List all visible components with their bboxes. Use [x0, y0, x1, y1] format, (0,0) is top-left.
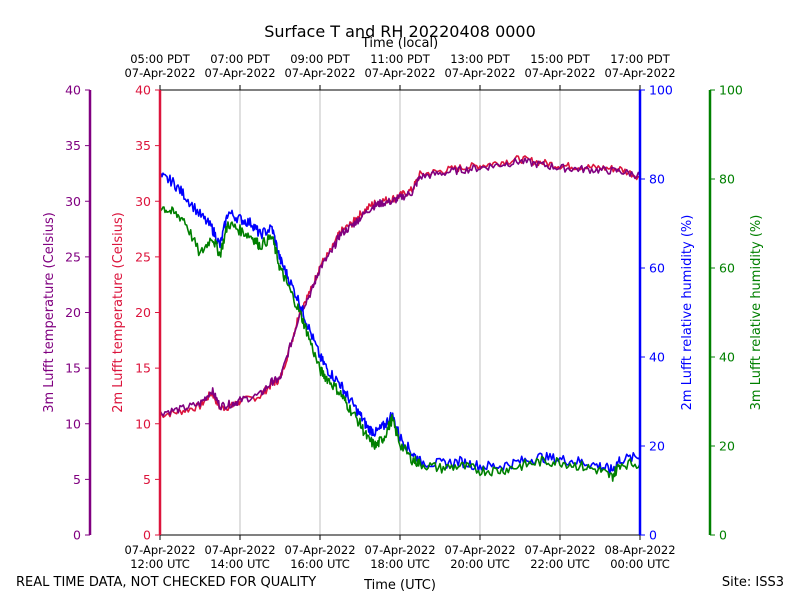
top-tick-label-date: 07-Apr-2022: [444, 66, 515, 80]
y-tick-label: 20: [649, 439, 665, 454]
top-tick-label-date: 07-Apr-2022: [524, 66, 595, 80]
y-axis-label-rh2m: 2m Lufft relative humidity (%): [680, 215, 695, 411]
y-tick-label: 80: [719, 172, 735, 187]
x-tick-label-date: 07-Apr-2022: [124, 543, 195, 557]
y-tick-label: 0: [719, 528, 727, 543]
top-tick-label-time: 07:00 PDT: [210, 52, 271, 66]
y-tick-label: 25: [65, 249, 81, 264]
top-tick-label-time: 11:00 PDT: [370, 52, 431, 66]
x-tick-label-date: 07-Apr-2022: [284, 543, 355, 557]
x-tick-label-time: 16:00 UTC: [290, 557, 350, 571]
y-tick-label: 40: [649, 350, 665, 365]
x-tick-label-date: 07-Apr-2022: [444, 543, 515, 557]
y-tick-label: 60: [649, 261, 665, 276]
y-tick-label: 0: [73, 528, 81, 543]
top-axis-label: Time (local): [361, 36, 438, 51]
top-tick-label-time: 17:00 PDT: [610, 52, 671, 66]
gridlines: [239, 90, 561, 535]
y-tick-label: 40: [719, 350, 735, 365]
y-tick-label: 20: [135, 305, 151, 320]
y-tick-label: 100: [649, 83, 673, 98]
y-axis-label-t3m: 3m Lufft temperature (Celsius): [42, 212, 57, 413]
top-tick-label-time: 09:00 PDT: [290, 52, 351, 66]
y-tick-label: 10: [135, 416, 151, 431]
top-tick-label-date: 07-Apr-2022: [284, 66, 355, 80]
top-tick-label-date: 07-Apr-2022: [604, 66, 675, 80]
quality-note: REAL TIME DATA, NOT CHECKED FOR QUALITY: [16, 575, 317, 590]
y-tick-label: 60: [719, 261, 735, 276]
series-line-t3m: [159, 157, 641, 417]
y-tick-label: 40: [65, 83, 81, 98]
y-tick-label: 5: [143, 472, 151, 487]
y-tick-label: 25: [135, 249, 151, 264]
x-tick-label-time: 14:00 UTC: [210, 557, 270, 571]
x-tick-label-date: 07-Apr-2022: [364, 543, 435, 557]
y-axis-label-rh3m: 3m Lufft relative humidity (%): [749, 215, 764, 411]
x-tick-label-time: 12:00 UTC: [130, 557, 190, 571]
y-tick-label: 5: [73, 472, 81, 487]
y-tick-label: 10: [65, 416, 81, 431]
x-tick-label-time: 18:00 UTC: [370, 557, 430, 571]
top-tick-label-date: 07-Apr-2022: [124, 66, 195, 80]
x-tick-label-date: 07-Apr-2022: [204, 543, 275, 557]
y-tick-label: 15: [65, 361, 81, 376]
site-label: Site: ISS3: [721, 575, 784, 590]
x-tick-label-date: 07-Apr-2022: [524, 543, 595, 557]
x-tick-label-time: 20:00 UTC: [450, 557, 510, 571]
y-tick-label: 35: [65, 138, 81, 153]
y-tick-label: 0: [649, 528, 657, 543]
top-tick-label-time: 13:00 PDT: [450, 52, 511, 66]
top-tick-label-date: 07-Apr-2022: [364, 66, 435, 80]
y-tick-label: 20: [719, 439, 735, 454]
y-tick-label: 0: [143, 528, 151, 543]
series-line-rh3m: [159, 206, 641, 482]
top-tick-label-time: 15:00 PDT: [530, 52, 591, 66]
x-tick-label-time: 00:00 UTC: [610, 557, 670, 571]
y-tick-label: 40: [135, 83, 151, 98]
y-tick-label: 30: [65, 194, 81, 209]
top-tick-label-date: 07-Apr-2022: [204, 66, 275, 80]
series-lines: [159, 155, 641, 482]
y-tick-label: 35: [135, 138, 151, 153]
top-tick-label-time: 05:00 PDT: [130, 52, 191, 66]
y-tick-label: 100: [719, 83, 743, 98]
x-tick-label-time: 22:00 UTC: [530, 557, 590, 571]
x-tick-label-date: 08-Apr-2022: [604, 543, 675, 557]
y-tick-label: 80: [649, 172, 665, 187]
y-tick-label: 15: [135, 361, 151, 376]
y-tick-label: 20: [65, 305, 81, 320]
y-tick-label: 30: [135, 194, 151, 209]
x-axis-label: Time (UTC): [363, 578, 436, 593]
chart-title: Surface T and RH 20220408 0000: [264, 22, 536, 41]
y-axis-label-t2m: 2m Lufft temperature (Celsius): [111, 212, 126, 413]
